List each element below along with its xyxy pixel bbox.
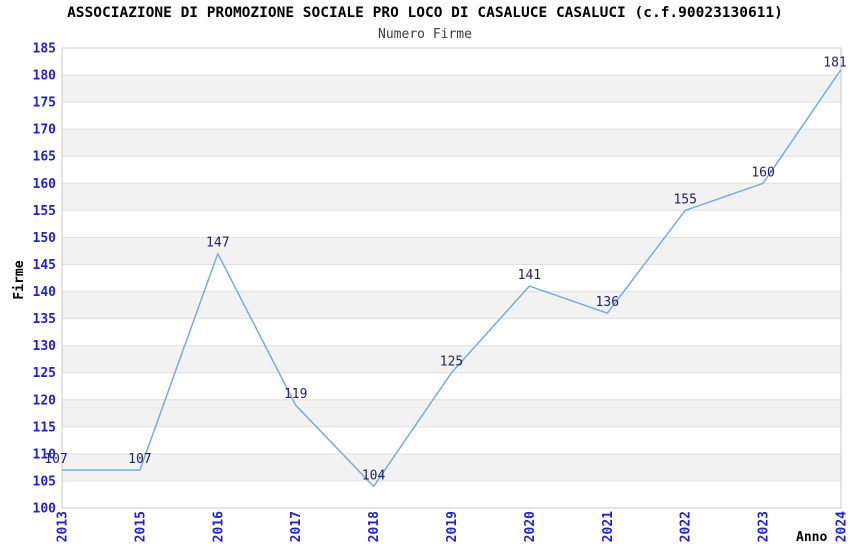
chart-subtitle: Numero Firme [378,27,472,42]
x-tick-label: 2020 [523,511,538,542]
data-point-label: 107 [128,452,151,467]
y-tick-label: 125 [33,366,56,381]
x-tick-label: 2021 [601,511,616,542]
x-tick-label: 2023 [757,511,772,542]
x-axis-title: Anno [796,530,828,545]
chart-title: ASSOCIAZIONE DI PROMOZIONE SOCIALE PRO L… [67,5,783,21]
x-tick-label: 2019 [445,511,460,542]
y-tick-label: 115 [33,420,56,435]
grid-band [62,183,841,211]
y-tick-label: 165 [33,150,56,165]
data-line [62,69,842,488]
y-tick-label: 100 [33,502,57,517]
plot-border [61,47,842,509]
y-tick-label: 110 [33,447,57,462]
y-tick-label: 185 [33,42,56,57]
x-tick-label: 2018 [367,511,382,542]
data-point-label: 181 [823,56,846,71]
y-tick-label: 170 [33,123,57,138]
data-point-label: 160 [751,165,774,180]
x-tick-label: 2016 [211,511,226,542]
y-tick-label: 135 [33,312,56,327]
grid-band [62,237,841,265]
y-tick-label: 130 [33,339,57,354]
y-tick-label: 160 [33,177,57,192]
data-point-label: 141 [518,268,541,283]
grid-band [62,129,841,157]
data-point-label: 125 [440,355,463,370]
x-tick-label: 2024 [835,511,850,542]
y-tick-label: 150 [33,231,57,246]
data-point-label: 155 [673,192,696,207]
y-tick-label: 120 [33,393,57,408]
x-tick-label: 2017 [289,511,304,542]
y-tick-label: 155 [33,204,56,219]
data-point-label: 119 [284,387,307,402]
grid-band [62,345,841,373]
x-tick-label: 2013 [56,511,71,542]
data-point-label: 104 [362,468,386,483]
y-tick-label: 145 [33,258,56,273]
y-tick-label: 180 [33,69,57,84]
data-point-label: 147 [206,236,229,251]
data-point-label: 136 [596,295,619,310]
grid-band [62,75,841,103]
grid-band [62,291,841,319]
y-tick-label: 140 [33,285,57,300]
grid-band [62,399,841,427]
x-tick-label: 2022 [679,511,694,542]
data-point-label: 107 [44,452,67,467]
y-tick-label: 105 [33,474,56,489]
x-tick-label: 2015 [133,511,148,542]
y-tick-label: 175 [33,96,56,111]
grid-band [62,453,841,481]
